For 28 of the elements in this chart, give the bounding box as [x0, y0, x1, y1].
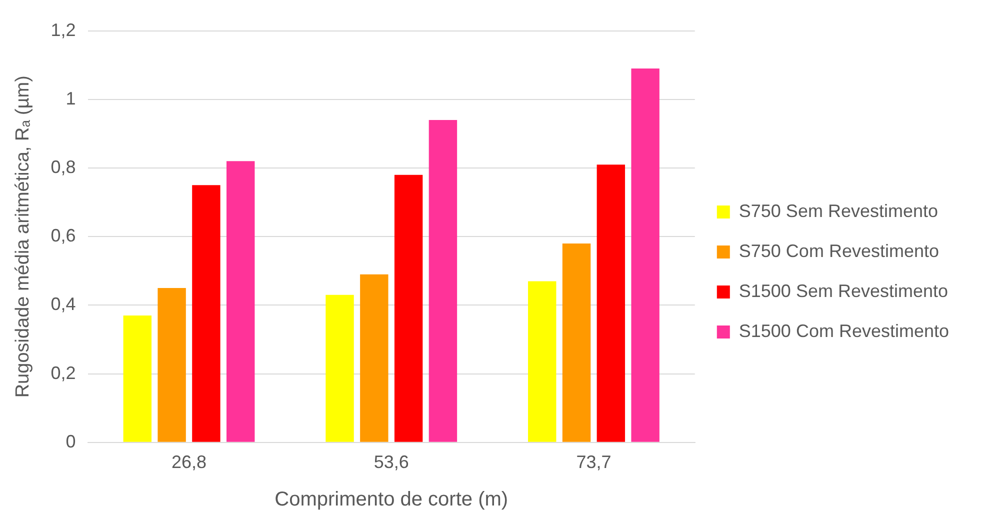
y-tick-label: 1	[66, 88, 76, 108]
legend-label: S750 Sem Revestimento	[738, 200, 938, 221]
legend-label: S1500 Sem Revestimento	[738, 280, 948, 301]
x-axis-title: Comprimento de corte (m)	[274, 488, 508, 511]
bar	[394, 174, 423, 442]
bar	[123, 315, 152, 442]
bar	[226, 161, 255, 442]
bar	[596, 164, 626, 442]
y-tick-label: 0,4	[50, 294, 76, 314]
bar	[158, 288, 186, 442]
bar	[192, 185, 220, 442]
bar	[528, 281, 556, 442]
x-tick-label: 73,7	[576, 452, 612, 472]
bar	[326, 294, 354, 442]
x-tick-label: 53,6	[374, 452, 409, 472]
bar	[631, 68, 660, 442]
y-tick-label: 1,2	[50, 20, 76, 40]
y-axis-title: Rugosidade média aritmética, Rₐ (µm)	[12, 76, 34, 398]
y-tick-label: 0,8	[50, 156, 76, 177]
y-tick-label: 0,6	[50, 226, 76, 246]
y-tick-label: 0	[66, 431, 76, 452]
bar	[360, 274, 388, 442]
y-tick-label: 0,2	[50, 362, 76, 383]
bar	[562, 243, 591, 442]
legend-label: S750 Com Revestimento	[738, 240, 939, 261]
legend-label: S1500 Com Revestimento	[738, 320, 950, 341]
x-tick-label: 26,8	[171, 452, 207, 472]
bar	[428, 120, 458, 442]
